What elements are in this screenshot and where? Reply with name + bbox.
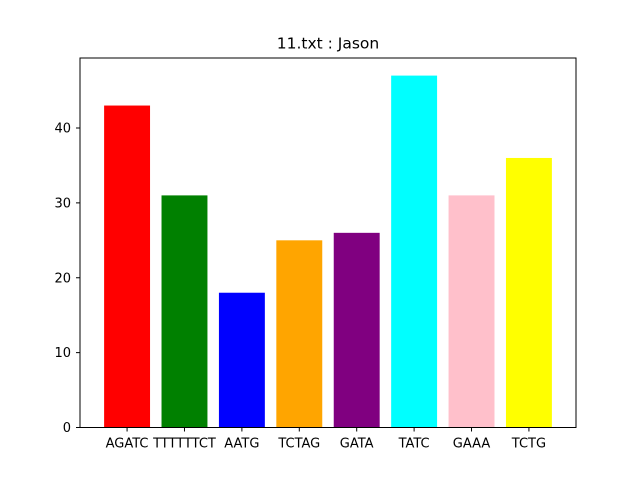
bar-ttttttct bbox=[161, 195, 208, 428]
y-tick-label: 40 bbox=[54, 122, 71, 137]
x-tick-label: GATA bbox=[340, 437, 374, 452]
y-tick-label: 10 bbox=[54, 346, 71, 361]
bar-gata bbox=[333, 232, 380, 428]
bar-tctg bbox=[505, 157, 552, 428]
x-tick-label: AGATC bbox=[106, 437, 149, 452]
bars-layer bbox=[104, 75, 552, 428]
bar-tctag bbox=[276, 240, 323, 428]
x-tick-label: TCTG bbox=[511, 437, 546, 452]
bar-gaaa bbox=[448, 195, 495, 428]
x-tick-label: TCTAG bbox=[277, 437, 320, 452]
y-tick-label: 20 bbox=[54, 271, 71, 286]
x-tick-label: TTTTTTCT bbox=[152, 437, 216, 452]
y-axis: 0 10 20 30 40 bbox=[54, 122, 80, 436]
bar-tatc bbox=[391, 75, 438, 428]
x-tick-label: AATG bbox=[224, 437, 259, 452]
x-tick-label: TATC bbox=[398, 437, 430, 452]
x-axis: AGATC TTTTTTCT AATG TCTAG GATA TATC GAAA TCTG bbox=[106, 427, 546, 452]
bar-agatc bbox=[104, 105, 151, 428]
x-tick-label: GAAA bbox=[453, 437, 491, 452]
chart-title: 11.txt : Jason bbox=[277, 35, 380, 53]
y-tick-label: 30 bbox=[54, 196, 71, 211]
bar-aatg bbox=[218, 292, 265, 428]
plot-frame bbox=[79, 57, 577, 428]
y-tick-label: 0 bbox=[63, 421, 71, 436]
